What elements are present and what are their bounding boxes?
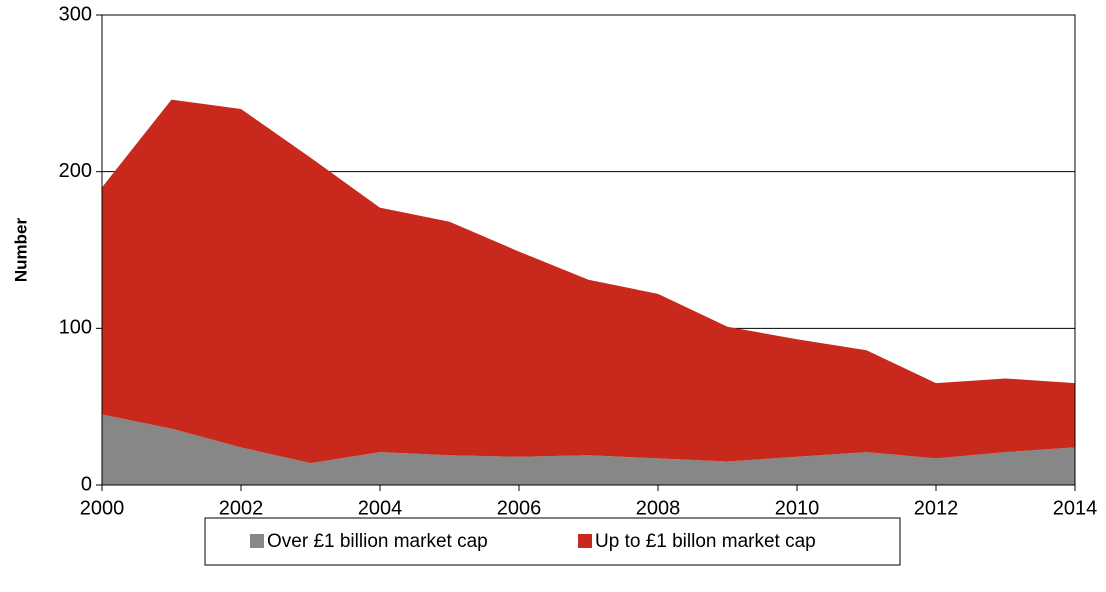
x-tick-label: 2002 [219,497,264,519]
legend-label: Up to £1 billon market cap [595,531,816,552]
legend-box [204,517,901,566]
y-axis-label: Number [11,218,30,283]
x-tick-label: 2004 [358,497,403,519]
plot-frame [101,14,1076,486]
x-tick-label: 2014 [1053,497,1098,519]
x-tick-label: 2006 [497,497,542,519]
x-tick-label: 2012 [914,497,959,519]
area [102,99,1075,464]
y-tick-label: 0 [81,473,92,495]
y-tick-label: 200 [59,160,92,182]
x-tick-label: 2000 [80,497,125,519]
area [102,414,1075,485]
y-tick-label: 300 [59,3,92,25]
y-tick-label: 100 [59,317,92,339]
legend-swatch [578,534,592,548]
legend-label: Over £1 billion market cap [267,531,488,552]
legend-swatch [250,534,264,548]
x-tick-label: 2008 [636,497,681,519]
x-tick-label: 2010 [775,497,820,519]
